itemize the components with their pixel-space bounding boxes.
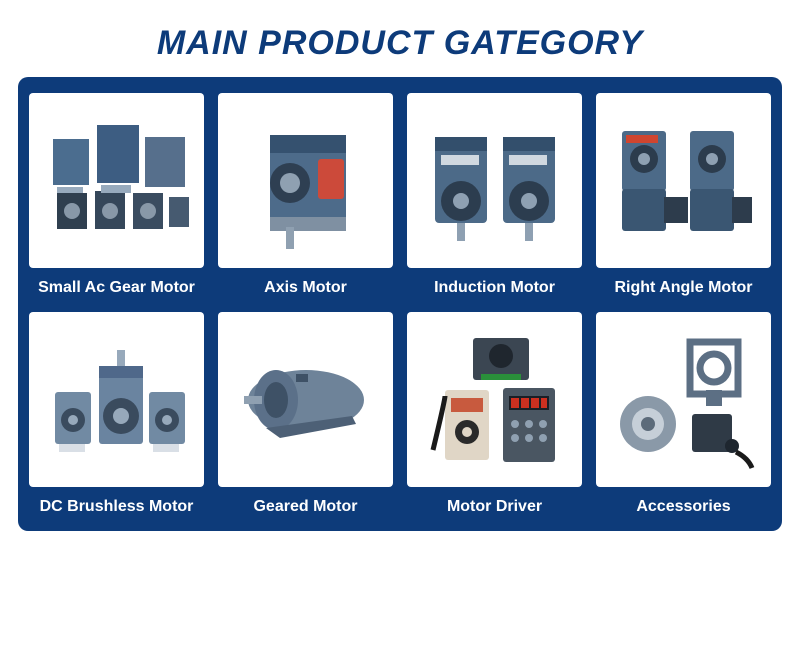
category-label: Small Ac Gear Motor	[38, 278, 195, 298]
category-card-7[interactable]: Accessories	[593, 312, 774, 517]
category-label: Accessories	[636, 497, 730, 517]
category-card-3[interactable]: Right Angle Motor	[593, 93, 774, 298]
geared-motor-icon	[218, 312, 393, 487]
category-card-5[interactable]: Geared Motor	[215, 312, 396, 517]
category-card-2[interactable]: Induction Motor	[404, 93, 585, 298]
category-label: Geared Motor	[253, 497, 357, 517]
small-ac-gear-motor-icon	[29, 93, 204, 268]
page-title: MAIN PRODUCT GATEGORY	[0, 0, 800, 77]
category-card-0[interactable]: Small Ac Gear Motor	[26, 93, 207, 298]
category-label: Right Angle Motor	[614, 278, 752, 298]
right-angle-motor-icon	[596, 93, 771, 268]
category-grid: Small Ac Gear Motor Axis Motor	[26, 93, 774, 517]
motor-driver-icon	[407, 312, 582, 487]
dc-brushless-motor-icon	[29, 312, 204, 487]
category-panel: Small Ac Gear Motor Axis Motor	[18, 77, 782, 531]
category-card-1[interactable]: Axis Motor	[215, 93, 396, 298]
induction-motor-icon	[407, 93, 582, 268]
category-card-4[interactable]: DC Brushless Motor	[26, 312, 207, 517]
category-card-6[interactable]: Motor Driver	[404, 312, 585, 517]
category-label: Axis Motor	[264, 278, 347, 298]
axis-motor-icon	[218, 93, 393, 268]
category-label: DC Brushless Motor	[40, 497, 194, 517]
category-label: Motor Driver	[447, 497, 542, 517]
accessories-icon	[596, 312, 771, 487]
category-label: Induction Motor	[434, 278, 555, 298]
